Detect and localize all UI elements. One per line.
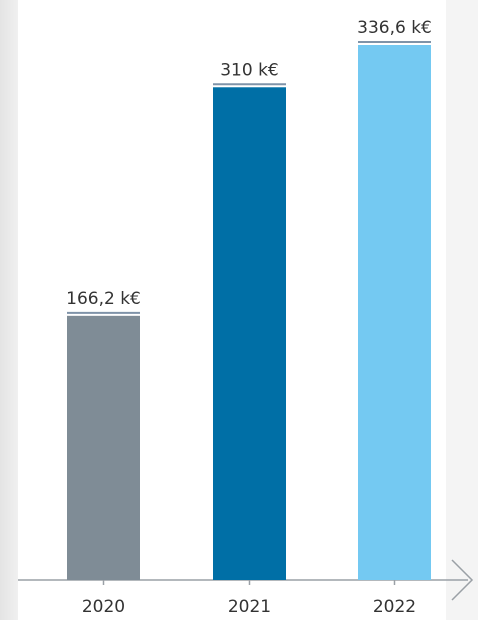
axis-arrow (451, 559, 474, 601)
x-tick-label: 2020 (82, 597, 125, 617)
value-label: 166,2 k€ (66, 289, 141, 309)
bar (358, 45, 431, 580)
bar (67, 315, 140, 580)
x-tick-label: 2021 (228, 597, 271, 617)
bar (213, 87, 286, 580)
value-label: 310 k€ (220, 60, 279, 80)
value-label: 336,6 k€ (357, 18, 432, 38)
x-tick-label: 2022 (373, 597, 416, 617)
